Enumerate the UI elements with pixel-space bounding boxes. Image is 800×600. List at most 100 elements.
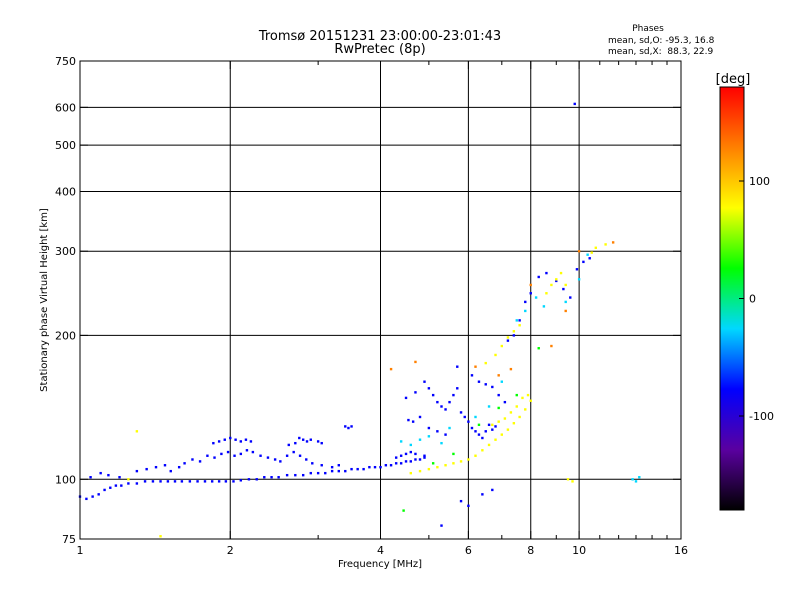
x-tick-label: 8 — [527, 544, 534, 557]
y-axis-ticks: 75 100 200 300 400 500 600 750 — [55, 55, 681, 546]
data-point — [212, 441, 215, 445]
data-point — [145, 467, 148, 471]
data-point — [638, 476, 641, 479]
data-point — [301, 438, 305, 441]
data-point — [127, 482, 130, 485]
data-point — [320, 441, 323, 445]
y-tick-label: 500 — [55, 139, 76, 152]
data-point — [509, 367, 513, 371]
data-point — [452, 462, 455, 465]
data-point — [368, 465, 371, 469]
data-point — [436, 465, 439, 469]
data-point — [85, 497, 88, 501]
data-point — [512, 334, 516, 337]
data-point — [337, 469, 341, 473]
data-point — [143, 480, 147, 483]
data-point — [474, 454, 477, 457]
data-point — [481, 493, 484, 496]
data-point — [575, 268, 579, 271]
data-point — [384, 464, 388, 467]
data-point — [159, 480, 162, 483]
data-point — [631, 478, 634, 481]
data-point — [448, 400, 451, 404]
x-tick-label: 4 — [377, 544, 384, 557]
data-point — [431, 393, 435, 397]
data-points — [78, 102, 641, 538]
data-point — [467, 504, 470, 508]
data-point — [273, 458, 277, 461]
data-point — [213, 456, 216, 459]
data-point — [459, 411, 463, 414]
data-point — [500, 344, 504, 348]
data-point — [440, 524, 443, 527]
data-point — [497, 393, 500, 397]
data-point — [251, 450, 255, 454]
data-point — [423, 380, 426, 383]
data-point — [298, 454, 302, 457]
data-point — [491, 428, 494, 431]
data-point — [362, 467, 365, 471]
data-point — [279, 460, 282, 463]
data-point — [347, 426, 350, 430]
data-point — [418, 415, 422, 419]
data-point — [440, 441, 443, 445]
data-point — [244, 438, 248, 441]
data-point — [564, 283, 567, 287]
data-point — [309, 471, 312, 475]
data-point — [491, 385, 494, 389]
data-point — [210, 480, 214, 483]
data-point — [239, 440, 243, 443]
data-point — [356, 467, 359, 471]
data-point — [414, 391, 417, 394]
data-point — [423, 454, 426, 457]
x-tick-label: 10 — [572, 544, 586, 557]
data-point — [277, 476, 280, 479]
data-point — [229, 436, 232, 440]
data-point — [159, 535, 162, 538]
data-point — [166, 480, 170, 483]
data-point — [239, 452, 243, 456]
data-point — [555, 278, 558, 281]
data-point — [103, 488, 106, 492]
data-point — [586, 253, 589, 256]
x-tick-label: 16 — [674, 544, 688, 557]
data-point — [404, 460, 408, 463]
data-point — [414, 458, 417, 461]
data-point — [107, 473, 110, 477]
y-tick-label: 100 — [55, 473, 76, 486]
data-point — [534, 296, 538, 299]
phases-title: Phases — [632, 24, 664, 34]
data-point — [497, 406, 500, 410]
data-point — [582, 260, 585, 264]
y-tick-label: 600 — [55, 101, 76, 114]
data-point — [518, 415, 521, 419]
data-point — [270, 476, 273, 479]
data-point — [427, 467, 431, 471]
data-point — [506, 339, 510, 342]
data-point — [506, 336, 510, 339]
data-point — [120, 484, 123, 487]
data-point — [512, 422, 516, 425]
data-point — [444, 433, 447, 436]
colorbar-tick-label: 0 — [749, 293, 756, 306]
data-point — [500, 380, 504, 383]
data-point — [217, 480, 221, 483]
data-point — [311, 462, 314, 465]
chart-subtitle: RwPretec (8p) — [334, 42, 425, 57]
data-point — [379, 465, 382, 469]
data-point — [316, 471, 320, 475]
data-point — [487, 423, 491, 427]
data-point — [169, 469, 172, 473]
data-point — [634, 480, 638, 483]
data-point — [245, 449, 249, 452]
data-point — [529, 292, 532, 295]
data-point — [127, 478, 130, 481]
x-tick-label: 2 — [227, 544, 234, 557]
phases-o-mean: mean, sd,O: -95.3, 16.8 — [608, 36, 715, 46]
data-point — [191, 458, 194, 461]
data-point — [444, 464, 447, 467]
data-point — [573, 102, 576, 106]
data-point — [97, 493, 100, 496]
phases-x-mean: mean, sd,X: 88.3, 22.9 — [608, 47, 714, 57]
